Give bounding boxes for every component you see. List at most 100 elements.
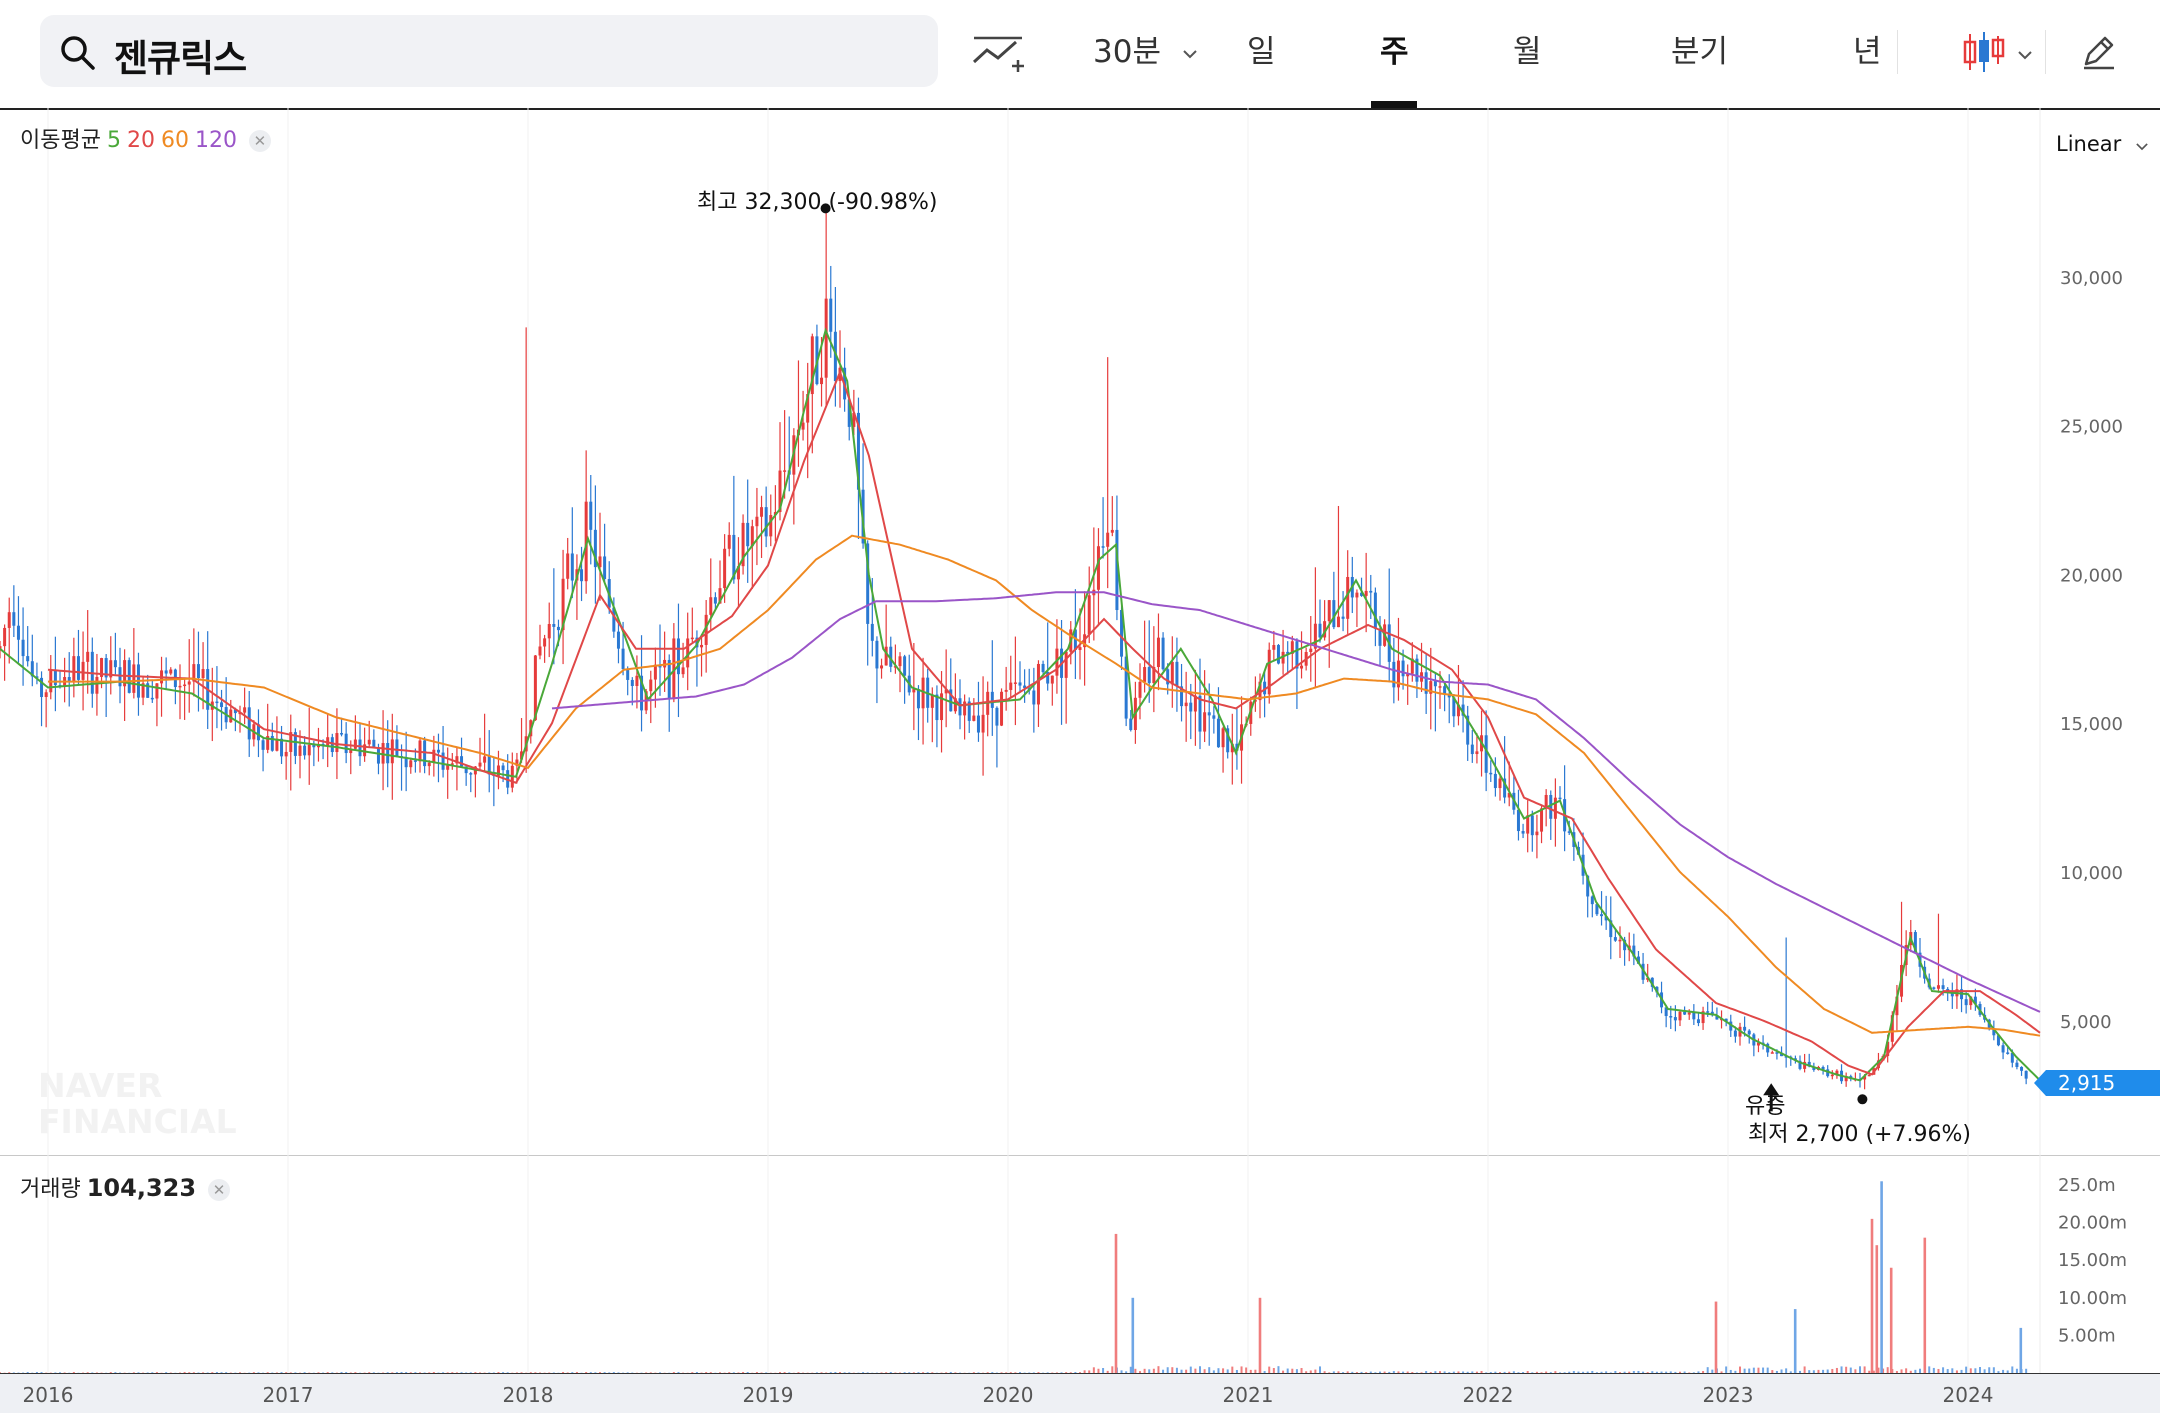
close-icon[interactable]: ✕ [208,1179,231,1201]
search-input[interactable]: 젠큐릭스 [40,15,938,87]
candle-body [704,614,708,645]
tab-month[interactable]: 월 [1513,34,1542,70]
volume-bar [1591,1370,1594,1373]
candle-body [178,685,182,688]
volume-bar [1319,1366,1321,1373]
candle-body [1300,665,1304,669]
candle-body [1844,1076,1848,1082]
volume-bar [1905,1368,1908,1373]
candle-body [1521,831,1525,834]
candle-body [427,762,431,767]
candle-body [1950,993,1954,997]
volume-bar [1480,1370,1483,1373]
volume-bar [2019,1327,2023,1373]
volume-bar [1872,1370,1875,1373]
candle-body [1115,529,1119,611]
pencil-icon[interactable] [2080,34,2116,70]
candle-body [1360,592,1364,596]
volume-bar [1120,1370,1123,1373]
candle-body [741,522,745,567]
volume-bar [1983,1369,1986,1373]
candle-body [86,651,90,662]
candle-body [30,661,34,677]
candle-body [35,676,39,678]
candle-body [353,739,357,749]
volume-chart-panel[interactable]: 5.00m 10.00m 15.00m 20.00m 25.0m 거래량 104,323 ✕ [0,1155,2160,1375]
tab-week[interactable]: 주 [1380,34,1409,70]
add-indicator-icon[interactable] [972,32,1024,72]
candle-body [1447,694,1451,698]
candle-body [340,733,344,735]
price-tick-label: 10,000 [2060,863,2123,884]
candle-body [626,669,630,680]
volume-bar [1849,1367,1852,1373]
candle-body [496,765,500,776]
naver-financial-watermark: NAVER FINANCIAL [38,1068,237,1140]
candle-body [552,624,556,627]
candle-body [1604,916,1608,921]
volume-bar [2011,1366,2014,1373]
candle-body [1540,808,1544,832]
volume-bar [1231,1366,1234,1373]
low-marker [1857,1094,1868,1105]
tab-day[interactable]: 일 [1247,34,1276,70]
toolbar-divider [2045,30,2046,74]
chart-toolbar: 젠큐릭스 30분 일 주 월 분기 년 [0,0,2160,110]
volume-bar [1900,1369,1903,1373]
time-tick-label: 2023 [1703,1383,1754,1407]
candle-body [1595,904,1599,915]
volume-bar [1831,1368,1834,1373]
candle-body [520,751,524,760]
volume-bar [1799,1370,1801,1373]
price-chart-panel[interactable]: 5,000 10,000 15,000 20,000 25,000 30,000 이동평균… [0,108,2160,1155]
volume-bar [1988,1367,1991,1373]
candle-body [1503,778,1507,798]
volume-bar [1946,1369,1949,1373]
candle-body [1936,985,1940,989]
candle-body [113,660,117,668]
candle-body [7,612,11,628]
candle-body [672,638,676,700]
volume-chart-svg[interactable]: 5.00m 10.00m 15.00m 20.00m 25.0m [0,1155,2160,1375]
volume-bar [1088,1370,1091,1373]
chevron-down-icon [1183,49,1197,58]
scale-dropdown[interactable]: Linear [2056,132,2148,156]
candle-body [995,707,999,726]
candle-body [1466,715,1470,745]
candle-body [686,638,690,668]
candle-body [464,766,468,774]
candle-body [2001,1045,2005,1053]
candle-body [1198,695,1202,732]
candle-body [409,760,413,768]
candle-body [1143,667,1147,682]
close-icon[interactable]: ✕ [248,130,271,152]
candle-body [1087,595,1091,635]
candle-body [335,733,339,753]
candle-body [1715,1015,1719,1020]
candle-body [870,623,874,641]
volume-bar [1102,1368,1105,1373]
volume-bar [1286,1368,1289,1373]
interval-dropdown[interactable]: 30분 [1093,30,1197,74]
candle-body [1992,1029,1996,1036]
candlestick-type-icon[interactable] [1962,30,2006,74]
volume-bar [1314,1369,1317,1373]
candle-body [981,714,985,733]
candle-body [570,553,574,581]
chevron-down-icon[interactable] [2018,50,2032,60]
candle-body [1156,637,1160,668]
candle-body [1567,831,1571,833]
time-axis[interactable]: 2016 2017 2018 2019 2020 2021 2022 2023 2024 [0,1373,2160,1413]
candle-body [801,422,805,430]
candle-body [1258,681,1262,701]
candle-body [1932,987,1936,989]
tab-quarter[interactable]: 분기 [1671,34,1729,70]
candle-body [1969,996,1973,1006]
tab-year[interactable]: 년 [1853,34,1882,70]
candle-body [381,743,385,764]
candle-body [100,658,104,677]
volume-bar [1748,1368,1751,1373]
candle-body [713,597,717,604]
candle-body [584,501,588,582]
price-chart-svg[interactable]: 5,000 10,000 15,000 20,000 25,000 30,000 [0,108,2160,1155]
